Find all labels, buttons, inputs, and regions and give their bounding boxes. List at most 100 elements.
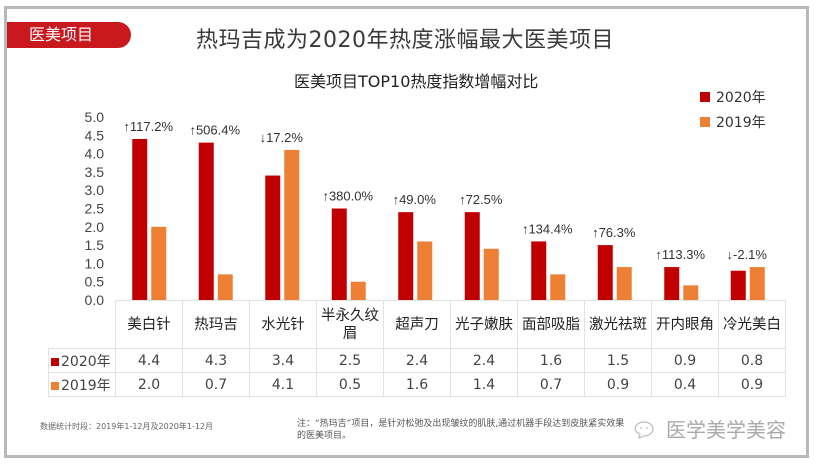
category-label-line: 面部吸脂 [522,316,580,333]
bar-2020 [198,142,214,300]
wechat-icon [634,420,654,439]
footnote: 注：“热玛吉”项目，是针对松弛及出现皱纹的肌肤,通过机器手段达到皮肤紧实效果的医… [297,419,625,441]
bar-2020 [464,212,480,300]
y-tick-label: 3.5 [85,164,105,180]
growth-annotation: ↓-2.1% [727,247,768,262]
growth-annotation: ↑49.0% [393,192,437,207]
growth-annotation: ↑76.3% [592,225,636,240]
category-label-line: 冷光美白 [723,316,781,333]
category-label: 热玛吉 [182,300,250,349]
bar-2020 [265,175,281,300]
bar-2019 [151,226,167,300]
series-name: 2020年 [61,353,111,370]
data-period-note: 数据统计时段：2019年1-12月及2020年1-12月 [40,422,214,431]
category-label: 超声刀 [383,300,451,349]
table-cell: 2.4 [450,348,518,373]
bar-2019 [417,241,433,300]
bar-2019 [749,267,765,300]
category-label: 水光针 [249,300,317,349]
table-cell: 1.6 [517,348,585,373]
table-row: 2020年 4.4 4.3 3.4 2.5 2.4 2.4 1.6 1.5 0.9 0.8 [48,348,786,373]
table-cell: 3.4 [249,348,317,373]
growth-annotation: ↑380.0% [322,189,373,204]
legend-item-2019: 2019年 [700,109,766,134]
bar-2019 [217,274,233,300]
category-label: 半永久纹眉 [316,300,384,349]
bar-2019 [350,281,366,300]
table-cell: 0.9 [651,348,719,373]
table-cell: 1.6 [383,372,451,397]
growth-annotation: ↑113.3% [655,247,705,262]
legend-swatch-2020 [700,91,710,102]
series-name: 2019年 [61,377,111,394]
category-label: 面部吸脂 [517,300,585,349]
category-label: 光子嫩肤 [450,300,518,349]
legend-label: 2020年 [716,89,766,106]
y-tick-label: 2.0 [85,219,105,235]
series-swatch [51,357,59,366]
table-cell: 4.4 [115,348,183,373]
y-tick-label: 0.5 [85,274,105,290]
category-label-line: 水光针 [261,316,305,333]
legend-label: 2019年 [716,114,766,131]
y-tick-label: 1.5 [85,237,105,253]
legend-item-2020: 2020年 [700,84,766,109]
category-label: 美白针 [115,300,183,349]
bar-2020 [132,138,148,300]
bar-2019 [483,248,499,300]
bar-2020 [398,212,414,300]
category-label-line: 热玛吉 [194,316,238,333]
table-row: 2019年 2.0 0.7 4.1 0.5 1.6 1.4 0.7 0.9 0.4 0.9 [48,372,786,397]
table-cell: 2.4 [383,348,451,373]
series-label: 2020年 [48,348,116,373]
category-label: 开内眼角 [651,300,719,349]
category-label-line: 眉 [342,325,358,342]
y-tick-label: 5.0 [85,109,105,125]
chart-legend: 2020年 2019年 [700,84,766,134]
bar-2020 [730,270,746,300]
category-label-line: 超声刀 [395,316,439,333]
bar-2019 [550,274,566,300]
table-cell: 0.7 [517,372,585,397]
series-swatch [51,381,59,390]
category-label-line: 半永久纹 [321,307,379,324]
chart-title: 医美项目TOP10热度指数增幅对比 [294,72,539,91]
growth-annotation: ↑117.2% [123,119,173,134]
watermark-text: 医学美学美容 [666,418,786,442]
y-tick-label: 2.5 [85,201,105,217]
growth-annotation: ↑72.5% [459,192,503,207]
category-label-line: 激光祛斑 [589,316,647,333]
table-cell: 2.5 [316,348,384,373]
category-label-line: 开内眼角 [656,316,714,333]
bar-2019 [683,285,699,300]
y-tick-label: 3.0 [85,182,105,198]
bar-2020 [664,267,680,300]
watermark: 医学美学美容 [632,414,786,443]
table-cell: 4.3 [182,348,250,373]
table-cell: 0.9 [584,372,652,397]
table-cell: 0.7 [182,372,250,397]
y-tick-label: 4.5 [85,127,105,143]
table-cell: 1.4 [450,372,518,397]
y-tick-label: 4.0 [85,146,105,162]
table-corner [48,300,116,349]
category-label-line: 光子嫩肤 [455,316,513,333]
growth-annotation: ↓17.2% [260,130,304,145]
page-title: 热玛吉成为2020年热度涨幅最大医美项目 [196,28,614,53]
legend-swatch-2019 [700,116,710,127]
table-cell: 1.5 [584,348,652,373]
table-cell: 0.8 [718,348,786,373]
growth-annotation: ↑134.4% [522,221,573,236]
series-label: 2019年 [48,372,116,397]
table-cell: 4.1 [249,372,317,397]
data-table: 美白针 热玛吉 水光针 半永久纹眉超声刀 光子嫩肤 面部吸脂 激光祛斑 开内眼角 冷光美白 202… [48,300,786,397]
table-cell: 0.5 [316,372,384,397]
category-label: 冷光美白 [718,300,786,349]
category-label: 激光祛斑 [584,300,652,349]
bar-2020 [597,245,613,300]
bar-2020 [331,208,347,300]
category-label-line: 美白针 [127,316,171,333]
section-tag: 医美项目 [7,22,131,48]
table-cell: 0.4 [651,372,719,397]
